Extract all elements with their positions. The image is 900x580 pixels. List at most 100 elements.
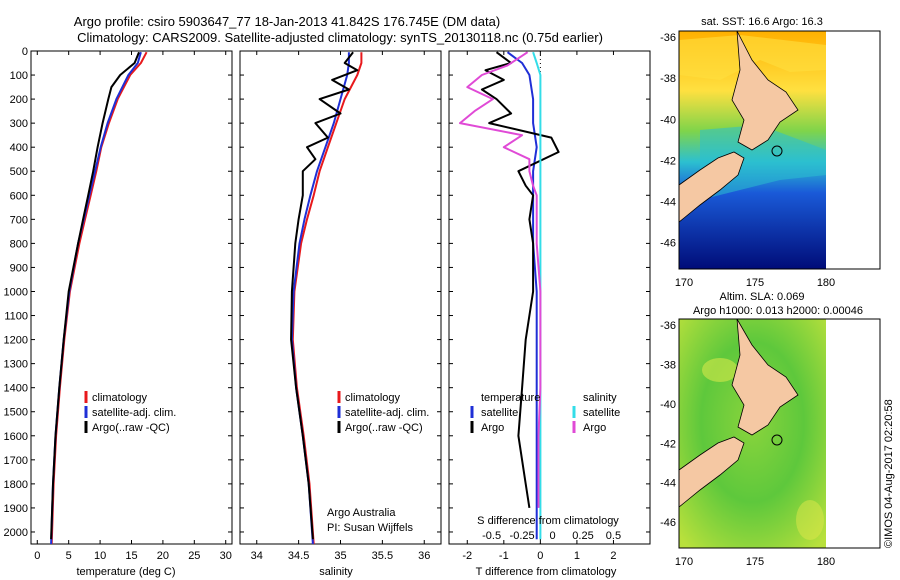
lat-tick-label: -36 bbox=[660, 320, 676, 332]
x-tick-label: 0 bbox=[34, 550, 40, 562]
sst-map: sat. SST: 16.6 Argo: 16.3 -36 -38 -40 -42 -4… bbox=[660, 16, 881, 289]
legend-clim-label: climatology bbox=[92, 392, 148, 404]
s-tick-label: 0.5 bbox=[606, 530, 621, 542]
x-tick-label: 34 bbox=[251, 550, 263, 562]
depth-tick-label: 300 bbox=[10, 118, 28, 130]
x-tick-label: 25 bbox=[188, 550, 200, 562]
sst-front-patch bbox=[700, 125, 826, 200]
series-salinity-argo bbox=[459, 51, 542, 508]
depth-tick-label: 1100 bbox=[4, 311, 28, 323]
depth-axis: 0 100 200 300 400 500 600 700 800 900 1000 1100 1200… bbox=[4, 46, 650, 539]
south-island-land bbox=[678, 436, 745, 508]
lat-tick-label: -40 bbox=[660, 114, 676, 126]
sla-map-blank bbox=[826, 319, 880, 548]
depth-tick-label: 1800 bbox=[4, 479, 28, 491]
lon-tick-label: 180 bbox=[817, 277, 835, 289]
lat-tick-label: -40 bbox=[660, 399, 676, 411]
x-tick-label: 34.5 bbox=[288, 550, 309, 562]
x-tick-label: 36 bbox=[418, 550, 430, 562]
series-climatology bbox=[50, 51, 148, 545]
lat-tick-label: -42 bbox=[660, 438, 676, 450]
x-tick-label: 5 bbox=[66, 550, 72, 562]
salinity-x-ticks: 34 34.5 35 35.5 36 bbox=[251, 51, 430, 562]
lon-tick-label: 170 bbox=[675, 556, 693, 568]
legend-s-sat-label: satellite bbox=[583, 407, 620, 419]
series-satellite-adj-clim bbox=[50, 51, 142, 545]
lat-tick-label: -38 bbox=[660, 359, 676, 371]
series-climatology bbox=[291, 52, 363, 545]
depth-tick-label: 1400 bbox=[4, 383, 28, 395]
title-line2: Climatology: CARS2009. Satellite-adjuste… bbox=[77, 30, 603, 45]
depth-tick-label: 1000 bbox=[4, 286, 28, 298]
depth-tick-label: 1300 bbox=[4, 359, 28, 371]
s-difference-x-ticks: -0.5 -0.25 0 0.25 0.5 bbox=[482, 530, 621, 542]
depth-tick-label: 100 bbox=[10, 70, 28, 82]
depth-tick-label: 600 bbox=[10, 190, 28, 202]
south-island-land bbox=[678, 151, 745, 223]
imos-credit: ©IMOS 04-Aug-2017 02:20:58 bbox=[883, 399, 895, 548]
series-satellite-adj-clim bbox=[290, 52, 350, 545]
s-tick-label: -0.5 bbox=[482, 530, 501, 542]
lat-tick-label: -44 bbox=[660, 197, 676, 209]
depth-tick-label: 500 bbox=[10, 166, 28, 178]
legend-temperature-header: temperature bbox=[481, 392, 540, 404]
difference-legend: temperature satellite Argo salinity sate… bbox=[470, 392, 620, 434]
x-tick-label: -1 bbox=[499, 550, 509, 562]
series-argo-raw-qc bbox=[50, 51, 140, 540]
annotation-pi: PI: Susan Wijffels bbox=[327, 522, 413, 534]
x-tick-label: 1 bbox=[574, 550, 580, 562]
s-tick-label: 0 bbox=[549, 530, 555, 542]
north-island-land bbox=[731, 30, 799, 151]
salinity-xlabel: salinity bbox=[319, 566, 353, 578]
x-tick-label: 35.5 bbox=[372, 550, 393, 562]
depth-tick-label: 1200 bbox=[4, 335, 28, 347]
lat-tick-label: -44 bbox=[660, 478, 676, 490]
lat-tick-label: -38 bbox=[660, 73, 676, 85]
legend-sat-label: satellite-adj. clim. bbox=[92, 407, 176, 419]
annotation-argo-australia: Argo Australia bbox=[327, 507, 396, 519]
sst-map-lat-ticks: -36 -38 -40 -42 -44 -46 bbox=[660, 32, 676, 250]
temperature-x-ticks: 0 5 10 15 20 25 30 bbox=[34, 51, 232, 562]
sla-map-title2: Argo h1000: 0.013 h2000: 0.00046 bbox=[693, 305, 863, 317]
sst-map-lon-ticks: 170 175 180 bbox=[675, 277, 835, 289]
lon-tick-label: 170 bbox=[675, 277, 693, 289]
x-tick-label: 35 bbox=[334, 550, 346, 562]
lat-tick-label: -46 bbox=[660, 238, 676, 250]
temperature-legend: climatology satellite-adj. clim. Argo(..… bbox=[84, 391, 176, 434]
depth-tick-label: 200 bbox=[10, 94, 28, 106]
salinity-lines bbox=[290, 51, 363, 545]
sst-warm-patch bbox=[679, 35, 826, 80]
s-difference-label: S difference from climatology bbox=[477, 515, 619, 527]
lon-tick-label: 175 bbox=[746, 556, 764, 568]
north-island-land bbox=[731, 318, 799, 436]
difference-axes-frame bbox=[448, 50, 651, 545]
temperature-axes-frame bbox=[30, 50, 233, 545]
x-tick-label: 0 bbox=[537, 550, 543, 562]
s-tick-label: 0.25 bbox=[572, 530, 593, 542]
sst-map-title: sat. SST: 16.6 Argo: 16.3 bbox=[701, 16, 823, 28]
x-tick-label: 2 bbox=[610, 550, 616, 562]
series-salinity-satellite bbox=[532, 51, 542, 540]
lat-tick-label: -42 bbox=[660, 155, 676, 167]
series-argo-raw-qc bbox=[290, 51, 359, 540]
legend-argo-label: Argo(..raw -QC) bbox=[92, 422, 170, 434]
lon-tick-label: 180 bbox=[817, 556, 835, 568]
temperature-xlabel: temperature (deg C) bbox=[76, 566, 175, 578]
sst-map-blank bbox=[826, 31, 880, 269]
x-tick-label: 20 bbox=[157, 550, 169, 562]
temperature-panel: 0100200300400500600700800900100011001200… bbox=[4, 46, 650, 578]
sla-map-lon-ticks: 170 175 180 bbox=[675, 556, 835, 568]
depth-tick-label: 1500 bbox=[4, 407, 28, 419]
s-tick-label: -0.25 bbox=[510, 530, 535, 542]
sla-map-title1: Altim. SLA: 0.069 bbox=[720, 291, 805, 303]
depth-tick-label: 1700 bbox=[4, 455, 28, 467]
salinity-legend: climatology satellite-adj. clim. Argo(..… bbox=[337, 391, 429, 434]
sla-map: Altim. SLA: 0.069 Argo h1000: 0.013 h200… bbox=[660, 291, 881, 568]
depth-tick-label: 0 bbox=[22, 46, 28, 58]
depth-tick-label: 400 bbox=[10, 142, 28, 154]
difference-panel: -2 -1 0 1 2 -0.5 -0.25 0 0.25 0.5 S difference f… bbox=[448, 50, 651, 578]
depth-tick-label: 2000 bbox=[4, 527, 28, 539]
sla-high-patch bbox=[796, 500, 824, 540]
lat-tick-label: -36 bbox=[660, 32, 676, 44]
legend-argo-label: Argo(..raw -QC) bbox=[345, 422, 423, 434]
